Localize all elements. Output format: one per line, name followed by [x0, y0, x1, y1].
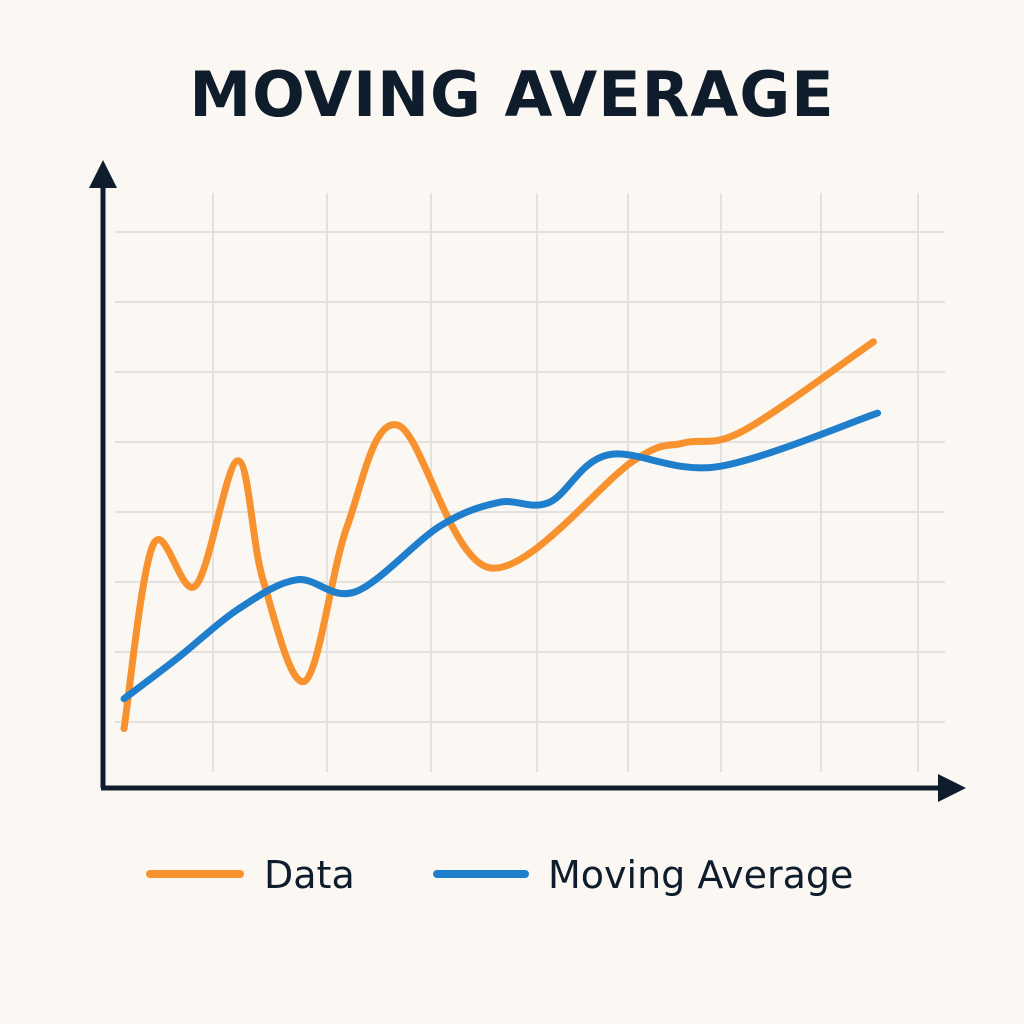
axes	[89, 160, 966, 802]
legend-label-moving-average: Moving Average	[548, 853, 853, 897]
legend-item-moving-average: Moving Average	[433, 853, 853, 897]
y-axis-arrow-icon	[89, 160, 117, 188]
series-line-moving-average	[120, 409, 882, 703]
legend-item-data: Data	[146, 853, 355, 897]
legend: Data Moving Average	[146, 853, 853, 897]
legend-label-data: Data	[264, 853, 355, 897]
series-line-data	[120, 338, 877, 732]
chart-title: MOVING AVERAGE	[189, 58, 834, 131]
series-lines	[120, 338, 882, 732]
x-axis-arrow-icon	[938, 774, 966, 802]
grid-lines	[115, 193, 945, 772]
